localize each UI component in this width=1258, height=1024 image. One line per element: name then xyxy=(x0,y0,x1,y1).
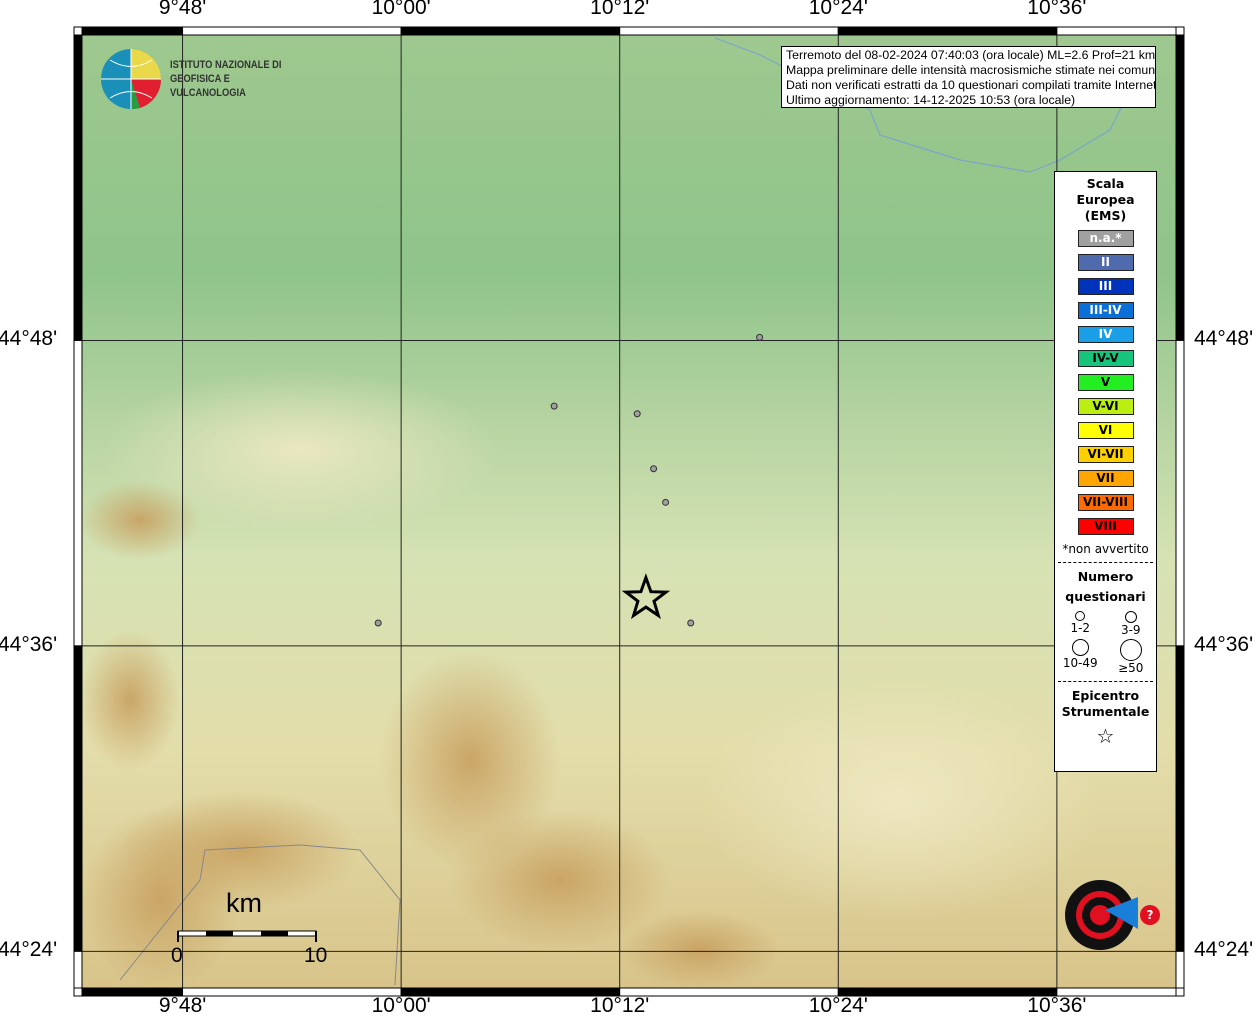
questionnaire-points xyxy=(374,333,764,627)
lat-tick-label: 44°48' xyxy=(1194,327,1254,351)
intensity-swatch: V-VI xyxy=(1077,398,1134,415)
count-title: Numero xyxy=(1077,569,1134,584)
info-line: Ultimo aggiornamento: 14-12-2025 10:53 (… xyxy=(786,93,1076,107)
svg-text:?: ? xyxy=(1147,908,1154,922)
count-50-plus: ≥50 xyxy=(1106,639,1157,675)
intensity-swatch: III-IV xyxy=(1077,302,1134,319)
hsit-logo: ? xyxy=(1065,880,1160,950)
questionnaire-point[interactable] xyxy=(374,619,382,627)
scale-start: 0 xyxy=(171,944,183,967)
lon-tick-label: 10°00' xyxy=(371,994,431,1017)
scale-end: 10 xyxy=(304,944,328,967)
lat-tick-label: 44°24' xyxy=(0,938,58,962)
intensity-swatch: VI xyxy=(1077,422,1134,439)
lat-tick-label: 44°36' xyxy=(0,632,58,656)
info-line: Mappa preliminare delle intensità macros… xyxy=(786,63,1156,77)
scale-bar xyxy=(177,930,317,942)
count-1-2: 1-2 xyxy=(1055,611,1106,637)
intensity-swatch: V xyxy=(1077,374,1134,391)
lon-tick-label: 10°00' xyxy=(371,0,431,19)
questionnaire-point[interactable] xyxy=(687,619,695,627)
intensity-swatch: IV-V xyxy=(1077,350,1134,367)
intensity-swatch: VIII xyxy=(1077,518,1134,535)
lon-tick-label: 10°36' xyxy=(1027,0,1087,19)
lon-tick-label: 10°24' xyxy=(808,0,868,19)
lon-tick-label: 10°12' xyxy=(590,994,650,1017)
intensity-swatch: IV xyxy=(1077,326,1134,343)
info-line: Terremoto del 08-02-2024 07:40:03 (ora l… xyxy=(786,48,1156,62)
epicenter-title: Epicentro xyxy=(1071,688,1140,703)
count-10-49: 10-49 xyxy=(1055,639,1106,675)
intensity-swatch: n.a.* xyxy=(1077,230,1134,247)
region-border xyxy=(119,844,401,986)
lat-tick-label: 44°36' xyxy=(1194,632,1254,656)
lon-tick-label: 10°24' xyxy=(808,994,868,1017)
legend-title: Scala xyxy=(1086,176,1125,191)
questionnaire-point[interactable] xyxy=(550,402,558,410)
scale-unit: km xyxy=(226,888,262,918)
legend: Scala Europea (EMS) n.a.* II III III-IV IV IV… xyxy=(1054,171,1157,772)
questionnaire-point[interactable] xyxy=(756,333,764,341)
intensity-swatch: VII-VIII xyxy=(1077,494,1134,511)
count-3-9: 3-9 xyxy=(1106,611,1157,637)
legend-title: Europea xyxy=(1076,192,1135,207)
intensity-swatch: III xyxy=(1077,278,1134,295)
intensity-swatch: II xyxy=(1077,254,1134,271)
lon-tick-label: 10°12' xyxy=(590,0,650,19)
event-info-box: Terremoto del 08-02-2024 07:40:03 (ora l… xyxy=(781,46,1156,108)
lon-tick-label: 10°36' xyxy=(1027,994,1087,1017)
globe-icon xyxy=(101,49,162,110)
questionnaire-point[interactable] xyxy=(650,465,658,473)
star-icon: ☆ xyxy=(1096,724,1115,748)
questionnaire-point[interactable] xyxy=(662,498,670,506)
map-frame xyxy=(73,26,1185,997)
legend-note: *non avvertito xyxy=(1062,542,1149,556)
terrain-relief xyxy=(80,370,1100,990)
ingv-logo: ISTITUTO NAZIONALE DI GEOFISICA E VULCAN… xyxy=(100,48,320,110)
lon-tick-label: 9°48' xyxy=(158,994,207,1017)
lon-tick-label: 9°48' xyxy=(158,0,207,19)
info-line: Dati non verificati estratti da 10 quest… xyxy=(786,78,1156,92)
legend-title: (EMS) xyxy=(1084,208,1127,223)
intensity-swatch: VI-VII xyxy=(1077,446,1134,463)
lat-tick-label: 44°48' xyxy=(0,327,58,351)
count-title: questionari xyxy=(1065,589,1146,604)
epicenter-star-icon[interactable] xyxy=(621,573,671,620)
questionnaire-point[interactable] xyxy=(633,410,641,418)
lat-tick-label: 44°24' xyxy=(1194,938,1254,962)
intensity-swatch: VII xyxy=(1077,470,1134,487)
epicenter-title: Strumentale xyxy=(1061,704,1150,719)
ingv-name: ISTITUTO NAZIONALE DI GEOFISICA E VULCAN… xyxy=(170,59,282,99)
